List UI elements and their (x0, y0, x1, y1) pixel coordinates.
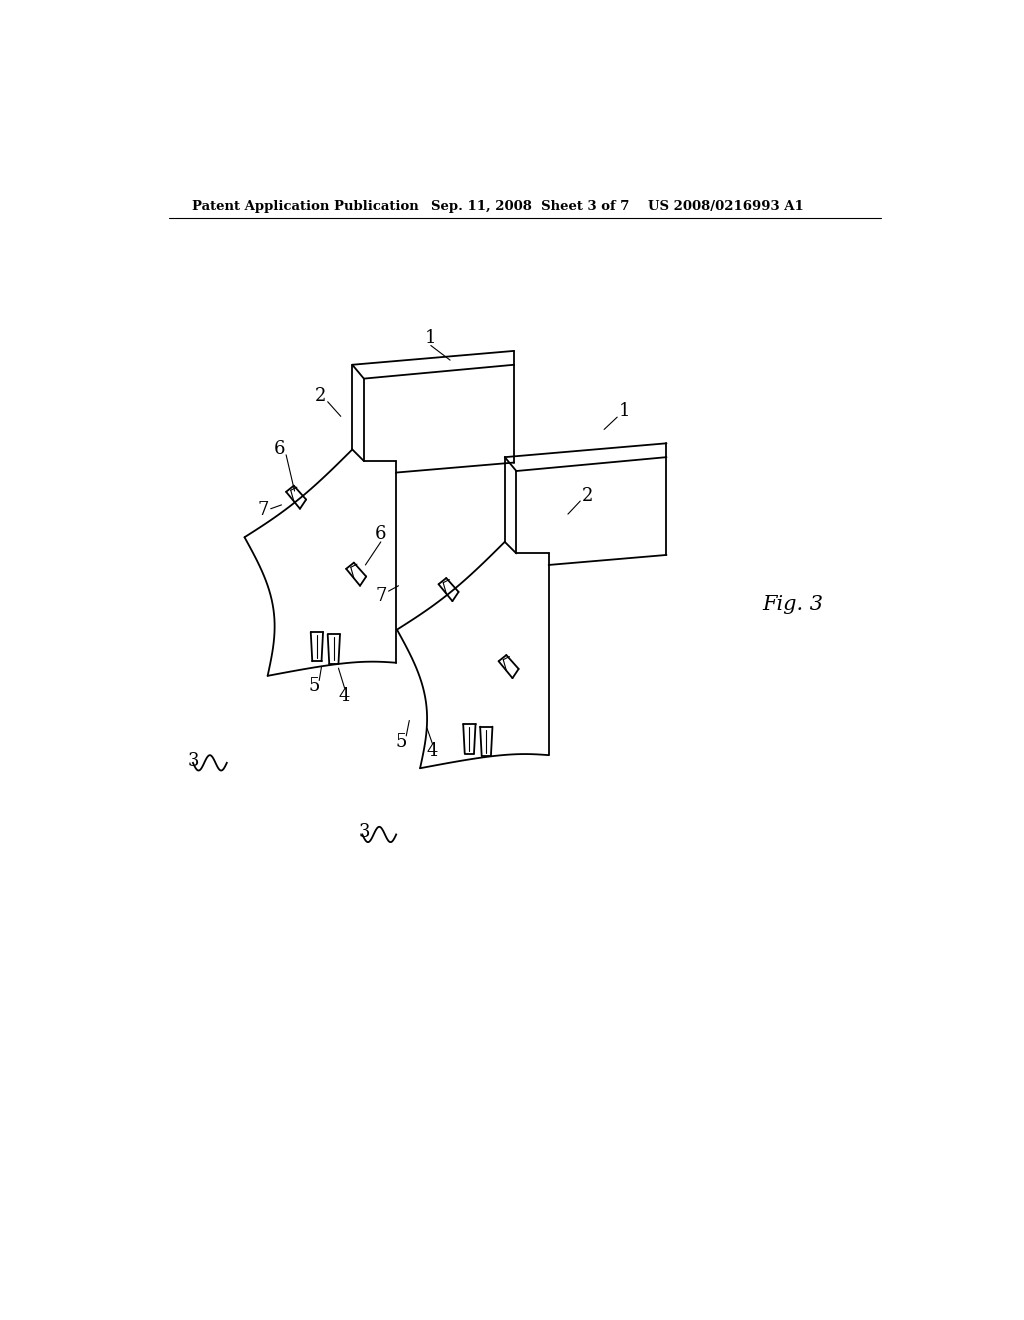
Text: Sep. 11, 2008  Sheet 3 of 7: Sep. 11, 2008 Sheet 3 of 7 (431, 199, 629, 213)
Text: 5: 5 (308, 677, 319, 694)
Text: 2: 2 (315, 387, 327, 404)
Text: 6: 6 (375, 525, 387, 543)
Text: 4: 4 (339, 686, 350, 705)
Text: 5: 5 (396, 733, 408, 751)
Text: US 2008/0216993 A1: US 2008/0216993 A1 (648, 199, 804, 213)
Text: 7: 7 (375, 587, 386, 605)
Text: 3: 3 (188, 751, 200, 770)
Text: 2: 2 (583, 487, 594, 504)
Text: 3: 3 (358, 824, 371, 841)
Text: 1: 1 (425, 329, 436, 347)
Text: 6: 6 (273, 441, 285, 458)
Text: Patent Application Publication: Patent Application Publication (193, 199, 419, 213)
Text: Fig. 3: Fig. 3 (762, 595, 823, 615)
Text: 1: 1 (620, 403, 631, 420)
Text: 4: 4 (427, 742, 438, 760)
Text: 7: 7 (257, 502, 268, 519)
